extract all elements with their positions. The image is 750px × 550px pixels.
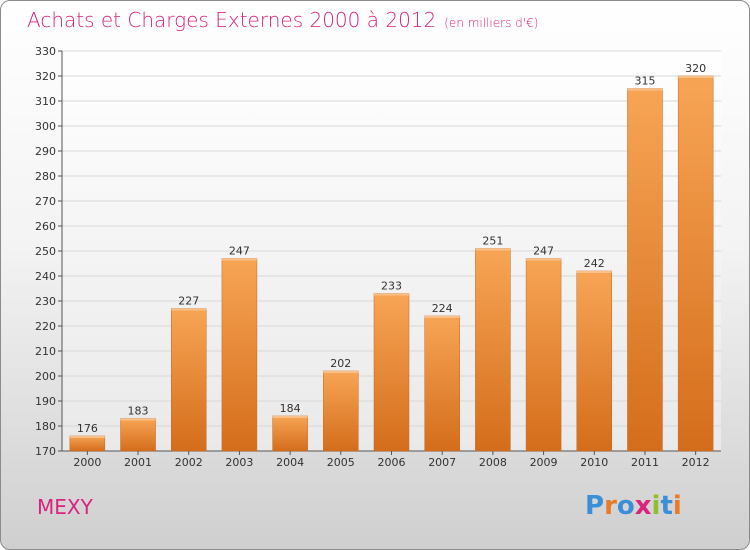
bar — [323, 370, 359, 452]
bar-top-highlight — [323, 371, 359, 373]
town-name: MEXY — [37, 495, 93, 519]
bar-top-highlight — [576, 271, 612, 273]
bar-value-label: 315 — [634, 75, 655, 88]
y-tick-label: 180 — [35, 420, 56, 433]
y-tick-label: 290 — [35, 145, 56, 158]
bar-top-highlight — [475, 248, 511, 251]
bar-top-highlight — [69, 436, 105, 438]
y-tick-label: 170 — [35, 445, 56, 458]
bar — [272, 415, 308, 452]
bar — [627, 88, 663, 452]
bar — [576, 270, 613, 452]
proxiti-logo: Proxiti — [585, 491, 682, 521]
bar-top-highlight — [221, 258, 257, 261]
bar-value-label: 247 — [533, 245, 554, 258]
bar — [525, 258, 562, 452]
bar-top-highlight — [374, 293, 409, 296]
bar — [69, 435, 106, 452]
bar-top-highlight — [120, 418, 156, 421]
x-tick-label: 2000 — [73, 456, 101, 469]
bar-value-label: 242 — [584, 257, 605, 270]
y-tick-label: 260 — [35, 220, 56, 233]
y-tick-label: 320 — [35, 70, 56, 83]
x-tick-label: 2001 — [124, 456, 152, 469]
bar-value-label: 183 — [128, 405, 149, 418]
logo-letter: r — [604, 491, 617, 521]
y-tick-label: 220 — [35, 320, 56, 333]
bar-value-label: 233 — [381, 280, 402, 293]
x-tick-label: 2010 — [580, 456, 608, 469]
bar-value-label: 184 — [280, 402, 301, 415]
y-tick-label: 330 — [35, 45, 56, 58]
y-tick-label: 280 — [35, 170, 56, 183]
bar-top-highlight — [171, 308, 207, 311]
x-tick-label: 2002 — [175, 456, 203, 469]
bar-value-label: 224 — [432, 302, 453, 315]
bar — [120, 418, 156, 452]
y-tick-label: 190 — [35, 395, 56, 408]
bar — [475, 248, 511, 452]
x-tick-label: 2012 — [682, 456, 710, 469]
y-tick-label: 210 — [35, 345, 56, 358]
y-tick-label: 230 — [35, 295, 56, 308]
bar — [677, 75, 714, 452]
bar-top-highlight — [424, 316, 460, 318]
bar — [221, 258, 258, 452]
logo-letter: P — [585, 491, 605, 521]
bar-value-label: 227 — [178, 295, 199, 308]
x-tick-label: 2006 — [378, 456, 406, 469]
x-tick-label: 2008 — [479, 456, 507, 469]
y-tick-label: 310 — [35, 95, 56, 108]
x-tick-label: 2003 — [225, 456, 253, 469]
x-tick-label: 2007 — [428, 456, 456, 469]
logo-letter: i — [672, 491, 682, 521]
x-tick-label: 2009 — [530, 456, 558, 469]
chart-title-text: Achats et Charges Externes 2000 à 2012 — [27, 8, 437, 32]
bar — [170, 308, 207, 452]
bar-top-highlight — [627, 88, 663, 91]
bar-value-label: 247 — [229, 245, 250, 258]
y-tick-label: 270 — [35, 195, 56, 208]
bar-top-highlight — [526, 258, 562, 261]
logo-letter: x — [634, 491, 652, 521]
chart-subtitle: (en milliers d'€) — [444, 16, 539, 30]
bar-top-highlight — [272, 416, 308, 418]
chart-title: Achats et Charges Externes 2000 à 2012 (e… — [27, 8, 538, 32]
bar-value-label: 251 — [482, 235, 503, 248]
bar — [424, 315, 460, 452]
y-tick-label: 250 — [35, 245, 56, 258]
logo-letter: i — [651, 491, 661, 521]
bar-value-label: 202 — [330, 357, 351, 370]
y-tick-label: 200 — [35, 370, 56, 383]
logo-letter: t — [660, 491, 673, 521]
bar — [373, 293, 410, 452]
y-tick-label: 300 — [35, 120, 56, 133]
y-tick-label: 240 — [35, 270, 56, 283]
bar-value-label: 176 — [77, 422, 98, 435]
x-tick-label: 2005 — [327, 456, 355, 469]
x-tick-label: 2011 — [631, 456, 659, 469]
bar-value-label: 320 — [685, 62, 706, 75]
logo-letter: o — [616, 491, 635, 521]
bar-top-highlight — [678, 76, 714, 78]
x-tick-label: 2004 — [276, 456, 304, 469]
